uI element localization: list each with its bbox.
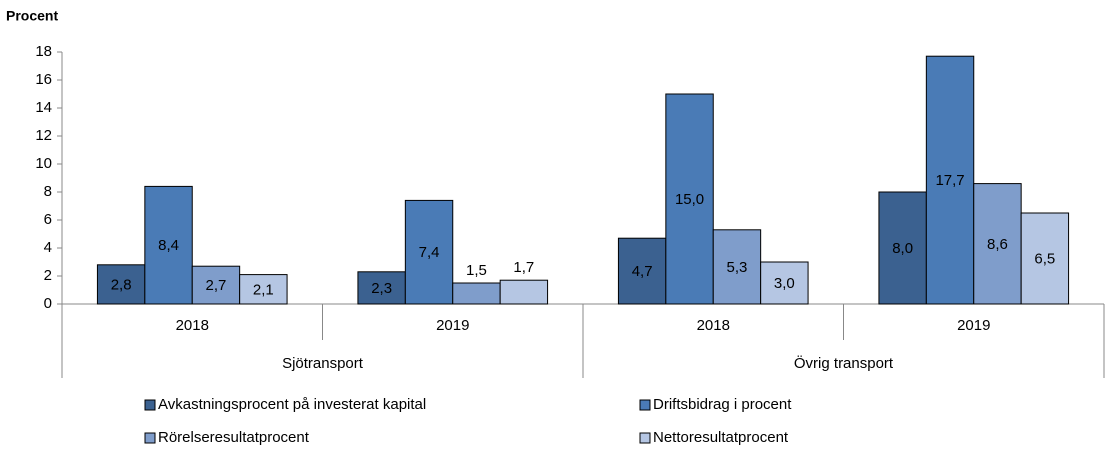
- data-label: 8,4: [158, 237, 179, 254]
- data-label: 17,7: [935, 172, 964, 189]
- data-label: 2,7: [206, 277, 227, 294]
- y-tick-label: 4: [44, 239, 52, 256]
- data-label: 4,7: [632, 263, 653, 280]
- legend-label: Rörelseresultatprocent: [158, 429, 310, 446]
- data-label: 8,0: [892, 240, 913, 257]
- x-group-label: Övrig transport: [794, 354, 894, 372]
- data-label: 15,0: [675, 191, 704, 208]
- x-group-label: Sjötransport: [282, 355, 364, 372]
- data-label: 2,8: [111, 276, 132, 293]
- legend-swatch: [639, 432, 651, 444]
- data-label: 5,3: [727, 259, 748, 276]
- y-tick-label: 0: [44, 295, 52, 312]
- data-label: 7,4: [419, 244, 440, 261]
- y-tick-label: 12: [35, 127, 52, 144]
- bar: [973, 183, 1022, 305]
- x-tick-label: 2019: [436, 317, 469, 334]
- data-label: 6,5: [1034, 250, 1055, 267]
- y-tick-label: 16: [35, 71, 52, 88]
- data-label: 1,5: [466, 262, 487, 279]
- bar: [452, 282, 501, 305]
- legend-label: Nettoresultatprocent: [653, 429, 789, 446]
- bar: [760, 261, 809, 305]
- data-label: 2,1: [253, 281, 274, 298]
- bar: [404, 199, 454, 305]
- x-tick-label: 2018: [697, 317, 730, 334]
- data-label: 8,6: [987, 236, 1008, 253]
- data-label: 2,3: [371, 280, 392, 297]
- legend-swatch: [144, 432, 156, 444]
- data-label: 3,0: [774, 275, 795, 292]
- y-tick-label: 2: [44, 267, 52, 284]
- y-tick-label: 14: [35, 99, 52, 116]
- bar: [712, 229, 762, 305]
- bar: [617, 237, 667, 305]
- legend-swatch: [144, 399, 156, 411]
- legend-label: Driftsbidrag i procent: [653, 396, 792, 413]
- data-label: 1,7: [513, 259, 534, 276]
- y-tick-label: 18: [35, 43, 52, 60]
- legend-label: Avkastningsprocent på investerat kapital: [158, 396, 426, 413]
- bar: [499, 279, 549, 305]
- x-tick-label: 2018: [176, 317, 209, 334]
- x-tick-label: 2019: [957, 317, 990, 334]
- y-tick-label: 6: [44, 211, 52, 228]
- y-axis-title: Procent: [6, 8, 58, 24]
- bar: [925, 55, 975, 305]
- bar: [665, 93, 714, 305]
- bar: [1020, 212, 1070, 305]
- bar: [239, 274, 288, 305]
- y-tick-label: 8: [44, 183, 52, 200]
- legend-swatch: [639, 399, 651, 411]
- y-tick-label: 10: [35, 155, 52, 172]
- bar: [96, 264, 146, 305]
- bar: [191, 265, 241, 305]
- bar: [144, 185, 193, 305]
